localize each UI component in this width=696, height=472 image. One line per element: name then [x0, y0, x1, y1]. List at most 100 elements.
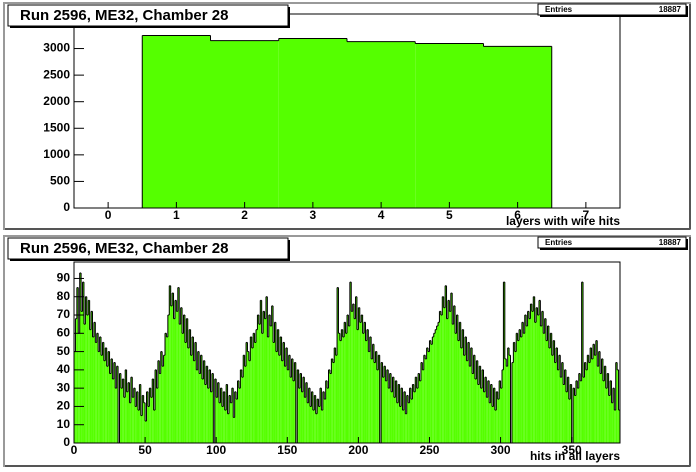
- histogram-bar: [607, 373, 609, 443]
- histogram-bar: [557, 369, 559, 443]
- histogram-bar: [523, 333, 525, 443]
- histogram-bar: [584, 362, 586, 443]
- histogram-bar: [580, 380, 582, 443]
- histogram-bar: [349, 282, 352, 443]
- histogram-bar: [490, 384, 493, 443]
- histogram-bar: [581, 282, 584, 443]
- histogram-bar: [327, 388, 329, 443]
- histogram-bar: [83, 324, 86, 443]
- histogram-bar: [570, 384, 572, 443]
- histogram-bar: [233, 417, 235, 443]
- histogram-bar: [396, 402, 399, 443]
- histogram-bar: [231, 388, 234, 443]
- histogram-bar: [248, 360, 251, 443]
- histogram-bar: [509, 355, 511, 443]
- histogram-bar: [504, 358, 507, 443]
- histogram-bar: [393, 397, 396, 443]
- histogram-bar: [503, 282, 505, 443]
- histogram-bar: [415, 377, 417, 443]
- histogram-bar: [98, 351, 100, 443]
- histogram-bar: [556, 347, 558, 443]
- histogram-bar: [399, 406, 402, 443]
- histogram-bar: [184, 342, 187, 443]
- histogram-bar: [573, 388, 575, 443]
- chart-title: Run 2596, ME32, Chamber 28: [20, 240, 228, 257]
- x-tick-label: 200: [348, 443, 368, 457]
- histogram-bar: [546, 340, 548, 443]
- histogram-bar: [507, 347, 510, 443]
- histogram-bar: [250, 336, 252, 443]
- histogram-bar: [520, 336, 522, 443]
- histogram-bar: [136, 391, 138, 443]
- histogram-bar: [211, 373, 214, 443]
- histogram-bar: [187, 347, 190, 443]
- histogram-bar: [617, 369, 619, 443]
- histogram-bar: [88, 300, 90, 443]
- histogram-bar: [189, 329, 191, 443]
- histogram-bar: [588, 362, 591, 443]
- histogram-bar: [531, 311, 534, 443]
- histogram-bar: [319, 388, 322, 443]
- histogram-bar: [254, 342, 256, 443]
- histogram-bar: [264, 318, 266, 443]
- histogram-bar: [210, 391, 212, 443]
- y-tick-label: 2500: [43, 67, 70, 81]
- histogram-bar: [152, 379, 154, 443]
- histogram-bar: [608, 395, 611, 443]
- histogram-bar: [469, 366, 471, 443]
- histogram-bar: [409, 388, 411, 443]
- histogram-bar: [238, 388, 241, 443]
- histogram-bar: [467, 342, 470, 443]
- histogram-bar: [155, 369, 157, 443]
- histogram-bar: [493, 388, 495, 443]
- histogram-bar: [142, 35, 211, 208]
- histogram-bar: [246, 342, 248, 443]
- histogram-bar: [305, 382, 308, 443]
- histogram-bar: [199, 373, 201, 443]
- histogram-bar: [278, 355, 281, 443]
- histogram-bar: [82, 282, 84, 443]
- histogram-bar: [430, 344, 433, 443]
- x-tick-label: 300: [491, 443, 511, 457]
- histogram-bar: [108, 351, 110, 443]
- histogram-bar: [351, 311, 353, 443]
- histogram-bar: [129, 402, 131, 443]
- histogram-bar: [534, 322, 537, 443]
- histogram-bar: [176, 311, 178, 443]
- y-tick-label: 50: [57, 344, 71, 358]
- histogram-bar: [257, 315, 259, 443]
- histogram-bar: [203, 360, 205, 443]
- histogram-bar: [194, 342, 197, 443]
- histogram-bar: [123, 397, 126, 443]
- histogram-bar: [459, 322, 461, 443]
- histogram-bar: [122, 379, 124, 443]
- histogram-bar: [416, 388, 419, 443]
- histogram-bar: [594, 355, 596, 443]
- histogram-bar: [256, 329, 258, 443]
- histogram-bar: [116, 366, 119, 443]
- x-axis-label: hits in all layers: [530, 449, 620, 463]
- histogram-bar: [275, 351, 278, 443]
- histogram-bar: [453, 305, 456, 443]
- histogram-bar: [219, 402, 221, 443]
- histogram-bar: [193, 360, 195, 443]
- histogram-bar: [324, 399, 326, 443]
- histogram-bar: [403, 391, 406, 443]
- histogram-bar: [91, 311, 93, 443]
- histogram-bar: [291, 358, 293, 443]
- histogram-bar: [487, 380, 490, 443]
- stats-box: [537, 236, 687, 249]
- histogram-bar: [365, 340, 367, 443]
- histogram-bar: [541, 311, 544, 443]
- histogram-bar: [496, 391, 498, 443]
- histogram-bar: [273, 342, 275, 443]
- histogram-bar: [258, 324, 261, 443]
- histogram-bar: [425, 358, 427, 443]
- histogram-bar: [398, 384, 400, 443]
- histogram-bar: [142, 395, 144, 443]
- x-tick-label: 250: [419, 443, 439, 457]
- histogram-bar: [511, 362, 514, 443]
- histogram-bar: [200, 355, 202, 443]
- histogram-bar: [281, 360, 284, 443]
- histogram-bar: [604, 366, 606, 443]
